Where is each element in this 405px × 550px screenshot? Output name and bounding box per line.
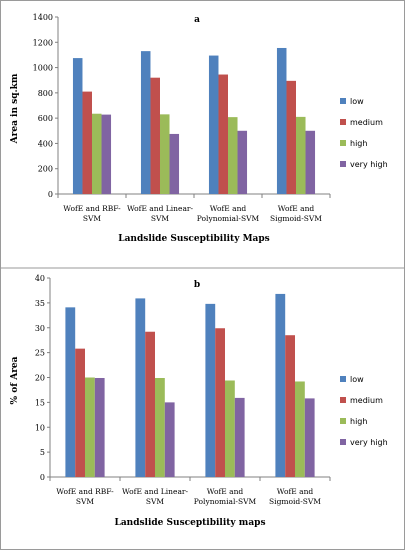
x-tick-label: WofE and Linear- (127, 204, 194, 213)
bar (215, 328, 225, 477)
bar (295, 381, 305, 477)
x-tick-label: Sigmoid-SVM (269, 497, 321, 506)
y-tick-label: 400 (38, 139, 53, 148)
bar (145, 331, 155, 477)
legend-swatch (340, 119, 346, 125)
bar (285, 335, 295, 477)
y-tick-label: 200 (38, 165, 53, 174)
legend-swatch (340, 397, 346, 403)
bar (305, 130, 316, 194)
bar (101, 114, 112, 194)
x-tick-label: Sigmoid-SVM (270, 214, 322, 223)
legend-label: high (350, 417, 367, 426)
bar (72, 58, 83, 194)
x-tick-label: Polynomial-SVM (197, 214, 260, 223)
x-tick-label: WofE and RBF- (63, 204, 121, 213)
x-tick-label: WofE and (277, 487, 314, 496)
bar (296, 116, 306, 194)
bar (160, 114, 170, 194)
legend-swatch (340, 439, 346, 445)
bar (94, 377, 105, 477)
x-tick-label: WofE and Linear- (122, 487, 189, 496)
bar (164, 402, 175, 477)
bar (225, 380, 235, 477)
x-tick-label: SVM (76, 497, 95, 506)
y-tick-label: 0 (40, 473, 45, 482)
bar (208, 55, 219, 194)
y-tick-label: 5 (40, 448, 45, 457)
legend-swatch (340, 161, 346, 167)
y-axis-title: % of Area (10, 356, 20, 404)
bar (169, 133, 180, 194)
x-tick-label: SVM (146, 497, 165, 506)
bar (218, 74, 228, 194)
x-tick-label: WofE and RBF- (56, 487, 114, 496)
legend-label: high (350, 139, 367, 148)
y-tick-label: 600 (38, 114, 53, 123)
y-tick-label: 30 (35, 324, 45, 333)
y-tick-label: 40 (35, 274, 45, 283)
panel-label: a (194, 15, 200, 25)
legend-swatch (340, 418, 346, 424)
legend-label: medium (350, 396, 383, 405)
y-tick-label: 25 (35, 349, 45, 358)
y-tick-label: 0 (48, 190, 53, 199)
legend-label: low (350, 375, 364, 384)
bar (286, 80, 296, 194)
x-tick-label: WofE and (210, 204, 247, 213)
y-tick-label: 35 (35, 299, 45, 308)
y-axis-title: Area in sq.km (10, 73, 20, 144)
x-tick-label: SVM (151, 214, 170, 223)
x-tick-label: SVM (83, 214, 102, 223)
bar (237, 130, 248, 194)
bar (85, 377, 95, 477)
y-tick-label: 1400 (33, 13, 53, 22)
y-tick-label: 10 (35, 423, 45, 432)
legend-swatch (340, 140, 346, 146)
y-tick-label: 15 (35, 398, 45, 407)
legend-label: very high (350, 160, 388, 169)
y-tick-label: 800 (38, 89, 53, 98)
bar (150, 77, 160, 194)
x-tick-label: Polynomial-SVM (194, 497, 257, 506)
bar (82, 91, 92, 194)
bar (75, 348, 85, 477)
y-tick-label: 1200 (33, 38, 53, 47)
bar (234, 397, 245, 477)
bar (276, 47, 287, 194)
x-axis-title: Landslide Susceptibility Maps (118, 234, 269, 244)
bar (228, 117, 238, 194)
bar (304, 398, 315, 477)
legend-swatch (340, 376, 346, 382)
bar (65, 307, 76, 477)
legend-label: medium (350, 118, 383, 127)
bar (205, 303, 216, 477)
panel-label: b (194, 280, 200, 290)
bar (92, 113, 102, 194)
legend-label: low (350, 97, 364, 106)
bar (275, 293, 286, 477)
bar (140, 51, 151, 195)
legend-label: very high (350, 438, 388, 447)
x-tick-label: WofE and (278, 204, 315, 213)
x-tick-label: WofE and (207, 487, 244, 496)
x-axis-title: Landslide Susceptibility maps (114, 518, 265, 528)
legend-swatch (340, 98, 346, 104)
bar (155, 377, 165, 477)
bar (135, 298, 146, 477)
y-tick-label: 1000 (33, 64, 53, 73)
y-tick-label: 20 (35, 374, 45, 383)
